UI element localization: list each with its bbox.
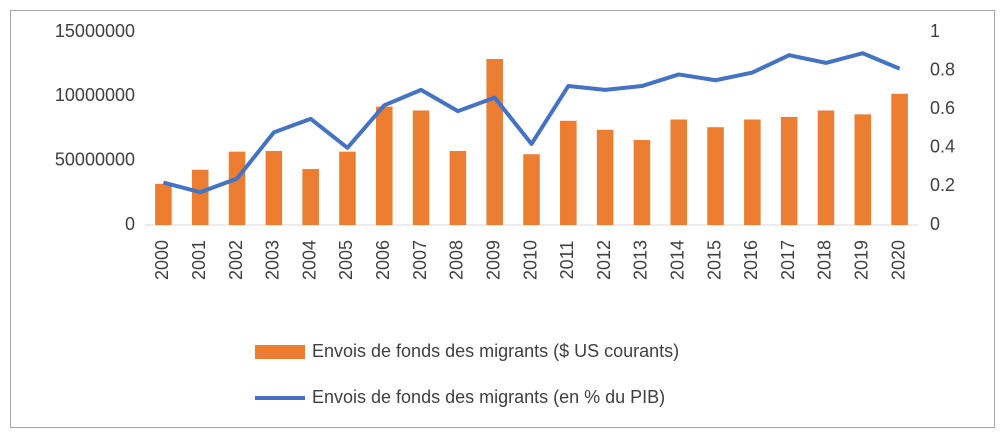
bar	[744, 119, 761, 225]
x-tick-label: 2008	[447, 240, 467, 280]
bar	[707, 127, 724, 225]
x-tick-label: 2014	[667, 240, 687, 280]
x-tick-label: 2015	[704, 240, 724, 280]
x-tick-label: 2007	[410, 240, 430, 280]
bar	[486, 59, 503, 225]
bar	[265, 151, 283, 225]
bar	[891, 93, 908, 225]
bar	[854, 114, 872, 225]
line	[162, 51, 901, 195]
bar	[596, 129, 614, 225]
y2-tick-label: 0.2	[930, 175, 955, 195]
y-tick-label: 50000000	[55, 149, 135, 169]
x-tick-label: 2017	[778, 240, 798, 280]
x-tick-label: 2006	[373, 240, 393, 280]
x-tick-label: 2020	[888, 240, 908, 280]
y2-tick-label: 1	[930, 21, 940, 41]
bar	[412, 110, 430, 225]
bar	[339, 151, 356, 225]
bar	[228, 151, 246, 225]
x-tick-label: 2018	[815, 240, 835, 280]
bar	[302, 169, 319, 225]
bar	[523, 154, 540, 225]
y2-tick-label: 0.6	[930, 98, 955, 118]
x-tick-label: 2009	[483, 240, 503, 280]
y-tick-label: 0	[125, 214, 135, 234]
x-tick-label: 2010	[520, 240, 540, 280]
legend-swatch	[255, 345, 305, 359]
x-tick-label: 2001	[189, 240, 209, 280]
y2-tick-label: 0.4	[930, 137, 955, 157]
bar	[191, 169, 209, 225]
x-tick-label: 2002	[226, 240, 246, 280]
x-tick-label: 2011	[557, 241, 577, 280]
y-tick-label: 15000000	[55, 21, 135, 41]
y-tick-label: 10000000	[55, 85, 135, 105]
legend-label: Envois de fonds des migrants ($ US coura…	[312, 341, 679, 361]
y2-tick-label: 0	[930, 214, 940, 234]
x-tick-label: 2003	[263, 240, 283, 280]
bar	[817, 110, 835, 225]
legend-label: Envois de fonds des migrants (en % du PI…	[312, 387, 665, 407]
bar	[375, 106, 393, 225]
x-tick-label: 2005	[336, 240, 356, 280]
y2-tick-label: 0.8	[930, 59, 955, 79]
bar	[560, 120, 577, 225]
x-tick-label: 2000	[152, 240, 172, 280]
bar	[633, 140, 651, 225]
bar	[449, 151, 467, 225]
bar	[670, 119, 688, 225]
x-tick-label: 2016	[741, 240, 761, 280]
x-tick-label: 2019	[852, 240, 872, 280]
x-tick-label: 2004	[299, 240, 319, 280]
x-tick-label: 2012	[594, 240, 614, 280]
x-tick-label: 2013	[631, 240, 651, 280]
bar	[780, 116, 798, 225]
bar	[155, 183, 172, 225]
